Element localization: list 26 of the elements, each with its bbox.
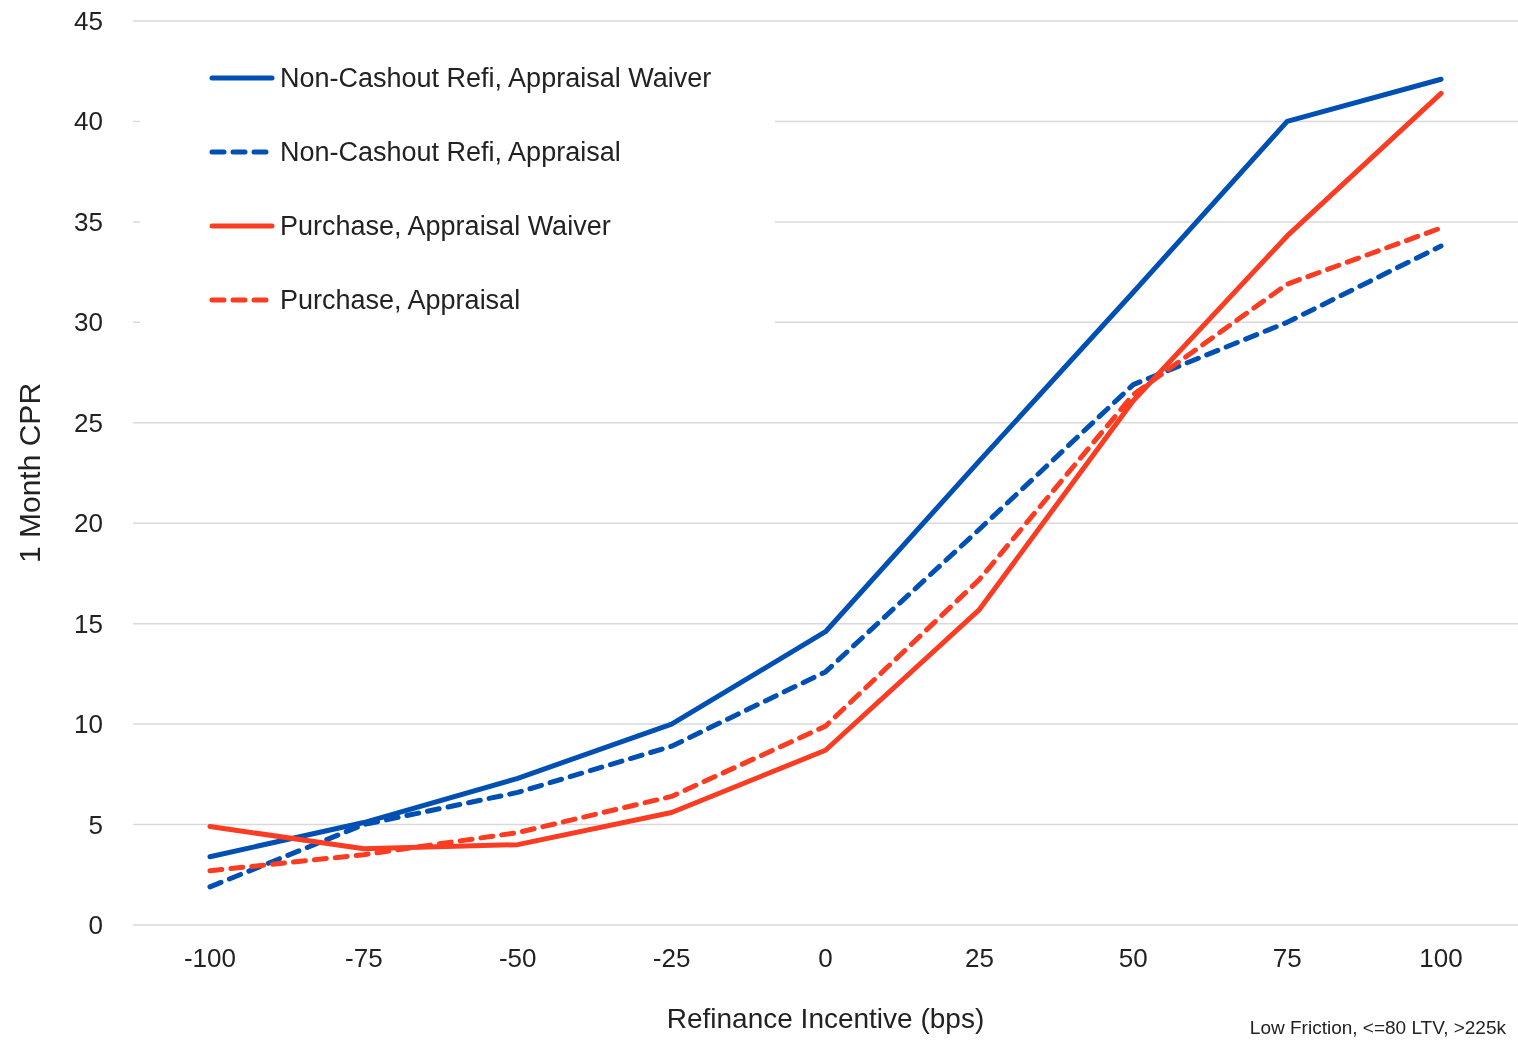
y-tick-label: 5 (88, 809, 103, 840)
y-axis-title: 1 Month CPR (13, 382, 46, 564)
y-tick-label: 45 (74, 6, 103, 36)
y-tick-label: 0 (88, 910, 103, 940)
text: Low Friction, <=80 LTV, >225k (1249, 1017, 1507, 1038)
y-tick-label: 25 (74, 407, 103, 438)
x-tick-label: -75 (345, 943, 383, 973)
legend-label: Non-Cashout Refi, Appraisal (280, 137, 621, 167)
y-tick-label: 35 (74, 206, 103, 237)
y-tick-label: 20 (74, 508, 103, 539)
x-tick-label: 100 (1419, 943, 1463, 973)
x-tick-label: -100 (183, 943, 236, 973)
y-tick-label: 15 (74, 608, 103, 639)
y-tick-label: 30 (74, 307, 103, 338)
y-tick-label: 10 (74, 709, 103, 740)
legend-label: Purchase, Appraisal Waiver (280, 211, 611, 241)
x-tick-label: 50 (1118, 943, 1148, 973)
x-tick-label: 25 (964, 943, 994, 973)
x-tick-label: -25 (652, 943, 691, 973)
x-axis-title: Refinance Incentive (bps) (666, 1003, 985, 1034)
x-tick-label: 0 (818, 943, 833, 973)
x-tick-label: 75 (1272, 943, 1302, 973)
x-tick-label: -50 (498, 943, 537, 973)
legend-label: Purchase, Appraisal (280, 285, 521, 315)
y-tick-label: 40 (74, 106, 103, 137)
legend-label: Non-Cashout Refi, Appraisal Waiver (280, 63, 712, 93)
